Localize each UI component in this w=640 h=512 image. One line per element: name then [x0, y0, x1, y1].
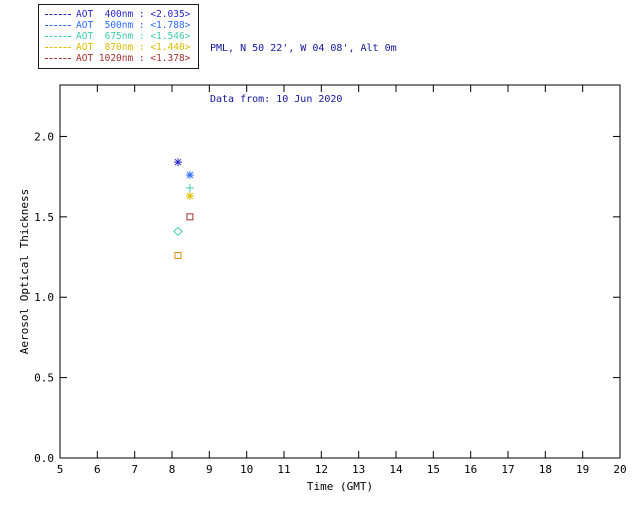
legend-entry: AOT 400nm : <2.035> — [45, 9, 190, 20]
y-tick-label: 2.0 — [34, 130, 54, 143]
x-axis-label: Time (GMT) — [307, 480, 373, 493]
legend-entry: AOT 1020nm : <1.378> — [45, 53, 190, 64]
data-point-aot-870nm — [185, 191, 194, 200]
plot-frame — [59, 84, 621, 459]
y-axis-label: Aerosol Optical Thickness — [18, 189, 31, 355]
data-point-aot-870nm — [174, 251, 182, 259]
legend-label: AOT 1020nm : <1.378> — [76, 53, 191, 64]
x-tick-label: 10 — [240, 463, 253, 476]
legend-label: AOT 500nm : <1.788> — [76, 20, 191, 31]
legend-entry: AOT 500nm : <1.788> — [45, 20, 190, 31]
x-tick-label: 20 — [613, 463, 626, 476]
legend-box: AOT 400nm : <2.035> AOT 500nm : <1.788> AO… — [38, 4, 200, 69]
x-tick-label: 8 — [169, 463, 176, 476]
legend-line-sample — [45, 25, 71, 26]
y-tick-label: 1.0 — [34, 291, 54, 304]
y-tick-label: 0.5 — [34, 372, 54, 385]
station-location-line: PML, N 50 22', W 04 08', Alt 0m — [210, 43, 397, 54]
x-tick-label: 11 — [277, 463, 290, 476]
x-tick-label: 19 — [576, 463, 589, 476]
x-tick-label: 16 — [464, 463, 477, 476]
legend-line-sample — [45, 58, 71, 59]
x-tick-label: 17 — [501, 463, 514, 476]
station-info: PML, N 50 22', W 04 08', Alt 0m Data fro… — [210, 6, 397, 142]
data-date-line: Data from: 10 Jun 2020 — [210, 94, 343, 105]
legend-line-sample — [45, 36, 71, 37]
data-point-aot-400nm — [173, 158, 182, 167]
x-tick-label: 7 — [131, 463, 138, 476]
y-tick-label: 0.0 — [34, 452, 54, 465]
legend-label: AOT 675nm : <1.546> — [76, 31, 191, 42]
legend-line-sample — [45, 14, 71, 15]
y-tick-label: 1.5 — [34, 211, 54, 224]
data-point-aot-1020nm — [186, 213, 194, 221]
legend-label: AOT 400nm : <2.035> — [76, 9, 191, 20]
data-point-aot-675nm — [185, 183, 194, 192]
x-tick-label: 15 — [427, 463, 440, 476]
x-tick-label: 12 — [315, 463, 328, 476]
legend-entry: AOT 870nm : <1.440> — [45, 42, 190, 53]
x-tick-label: 9 — [206, 463, 213, 476]
data-point-aot-675nm — [173, 226, 183, 237]
x-tick-label: 6 — [94, 463, 101, 476]
x-tick-label: 13 — [352, 463, 365, 476]
data-point-aot-500nm — [185, 171, 194, 180]
x-tick-label: 14 — [389, 463, 403, 476]
x-tick-label: 18 — [539, 463, 552, 476]
x-tick-label: 5 — [57, 463, 64, 476]
legend-entry: AOT 675nm : <1.546> — [45, 31, 190, 42]
legend-line-sample — [45, 47, 71, 48]
legend-label: AOT 870nm : <1.440> — [76, 42, 191, 53]
